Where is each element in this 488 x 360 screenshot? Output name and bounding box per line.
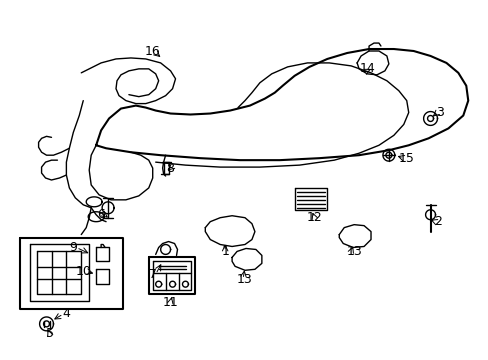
Text: 10: 10 — [75, 265, 91, 278]
Text: 16: 16 — [144, 45, 160, 58]
Text: 8: 8 — [166, 162, 174, 175]
Text: 4: 4 — [62, 307, 70, 320]
Text: 1: 1 — [221, 245, 228, 258]
Text: 13: 13 — [237, 273, 252, 286]
Text: 6: 6 — [97, 208, 105, 221]
Text: 3: 3 — [436, 106, 444, 119]
Text: 13: 13 — [346, 245, 361, 258]
Text: 2: 2 — [434, 215, 442, 228]
Text: 5: 5 — [45, 327, 53, 340]
Text: 7: 7 — [148, 268, 156, 281]
Text: 14: 14 — [359, 62, 374, 75]
Text: 9: 9 — [69, 241, 77, 254]
Text: 15: 15 — [398, 152, 414, 165]
Text: 11: 11 — [163, 296, 178, 309]
Text: 12: 12 — [306, 211, 322, 224]
